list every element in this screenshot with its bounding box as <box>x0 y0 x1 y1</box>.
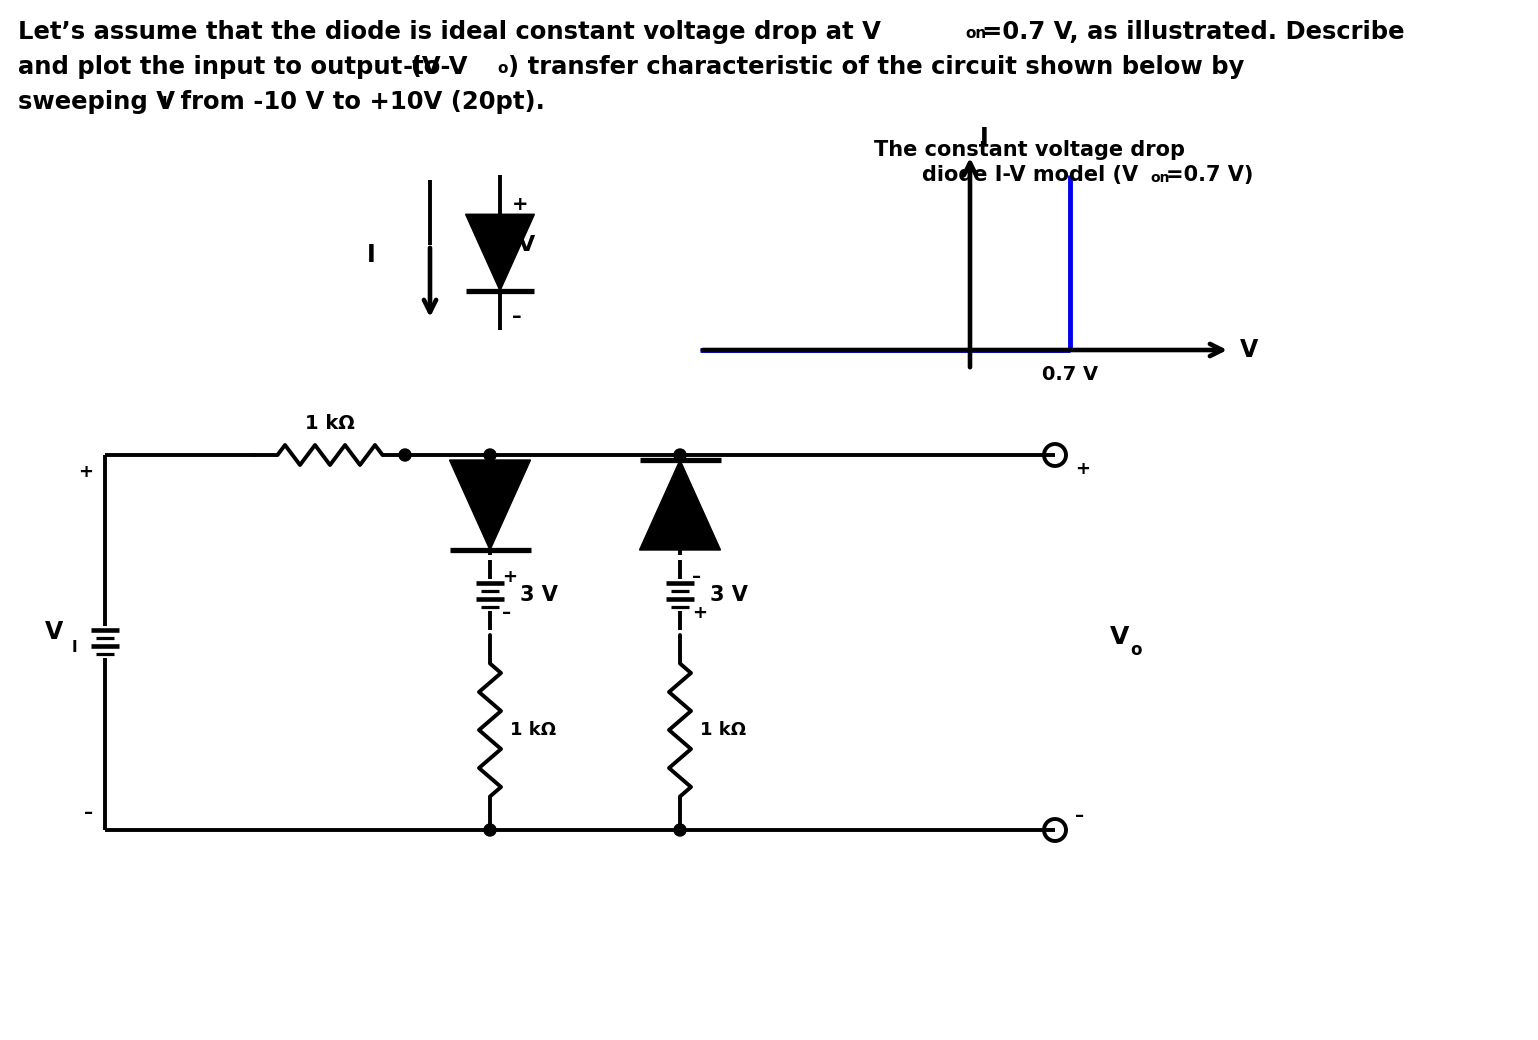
Text: –: – <box>692 568 701 586</box>
Text: The constant voltage drop: The constant voltage drop <box>875 140 1186 160</box>
Text: V: V <box>518 235 535 255</box>
Text: o: o <box>497 61 508 76</box>
Text: =0.7 V, as illustrated. Describe: =0.7 V, as illustrated. Describe <box>981 20 1404 44</box>
Text: from -10 V to +10V (20pt).: from -10 V to +10V (20pt). <box>172 90 544 114</box>
Text: V: V <box>1110 625 1129 649</box>
Text: sweeping V: sweeping V <box>18 90 175 114</box>
Text: I: I <box>161 96 168 111</box>
Text: I: I <box>368 243 375 267</box>
Text: I: I <box>71 640 77 654</box>
Text: –: – <box>1075 807 1084 825</box>
Text: +: + <box>1075 460 1090 478</box>
Text: on: on <box>1150 171 1169 185</box>
Text: 1 kΩ: 1 kΩ <box>305 414 355 433</box>
Polygon shape <box>640 460 720 550</box>
Text: +: + <box>78 463 92 480</box>
Polygon shape <box>449 460 531 550</box>
Text: –: – <box>501 604 511 622</box>
Text: 1 kΩ: 1 kΩ <box>511 721 557 739</box>
Circle shape <box>398 449 411 461</box>
Text: =0.7 V): =0.7 V) <box>1166 165 1253 185</box>
Text: diode I-V model (V: diode I-V model (V <box>921 165 1138 185</box>
Circle shape <box>674 824 686 836</box>
Text: on: on <box>964 26 986 41</box>
Text: I: I <box>980 126 989 150</box>
Text: I: I <box>394 61 398 76</box>
Text: +: + <box>501 568 517 586</box>
Text: –: – <box>85 804 92 822</box>
Polygon shape <box>466 214 534 291</box>
Text: 1 kΩ: 1 kΩ <box>700 721 746 739</box>
Text: V: V <box>45 620 63 644</box>
Circle shape <box>484 824 495 836</box>
Text: ) transfer characteristic of the circuit shown below by: ) transfer characteristic of the circuit… <box>508 55 1244 79</box>
Text: 3 V: 3 V <box>520 584 558 605</box>
Text: -to-V: -to-V <box>403 55 469 79</box>
Text: Let’s assume that the diode is ideal constant voltage drop at V: Let’s assume that the diode is ideal con… <box>18 20 881 44</box>
Circle shape <box>674 449 686 461</box>
Text: +: + <box>512 196 529 214</box>
Text: 0.7 V: 0.7 V <box>1041 365 1098 384</box>
Text: and plot the input to output (V: and plot the input to output (V <box>18 55 440 79</box>
Text: V: V <box>1240 338 1258 362</box>
Text: o: o <box>1130 641 1141 659</box>
Text: 3 V: 3 V <box>711 584 747 605</box>
Circle shape <box>484 449 495 461</box>
Text: +: + <box>692 604 707 622</box>
Text: –: – <box>512 307 521 326</box>
